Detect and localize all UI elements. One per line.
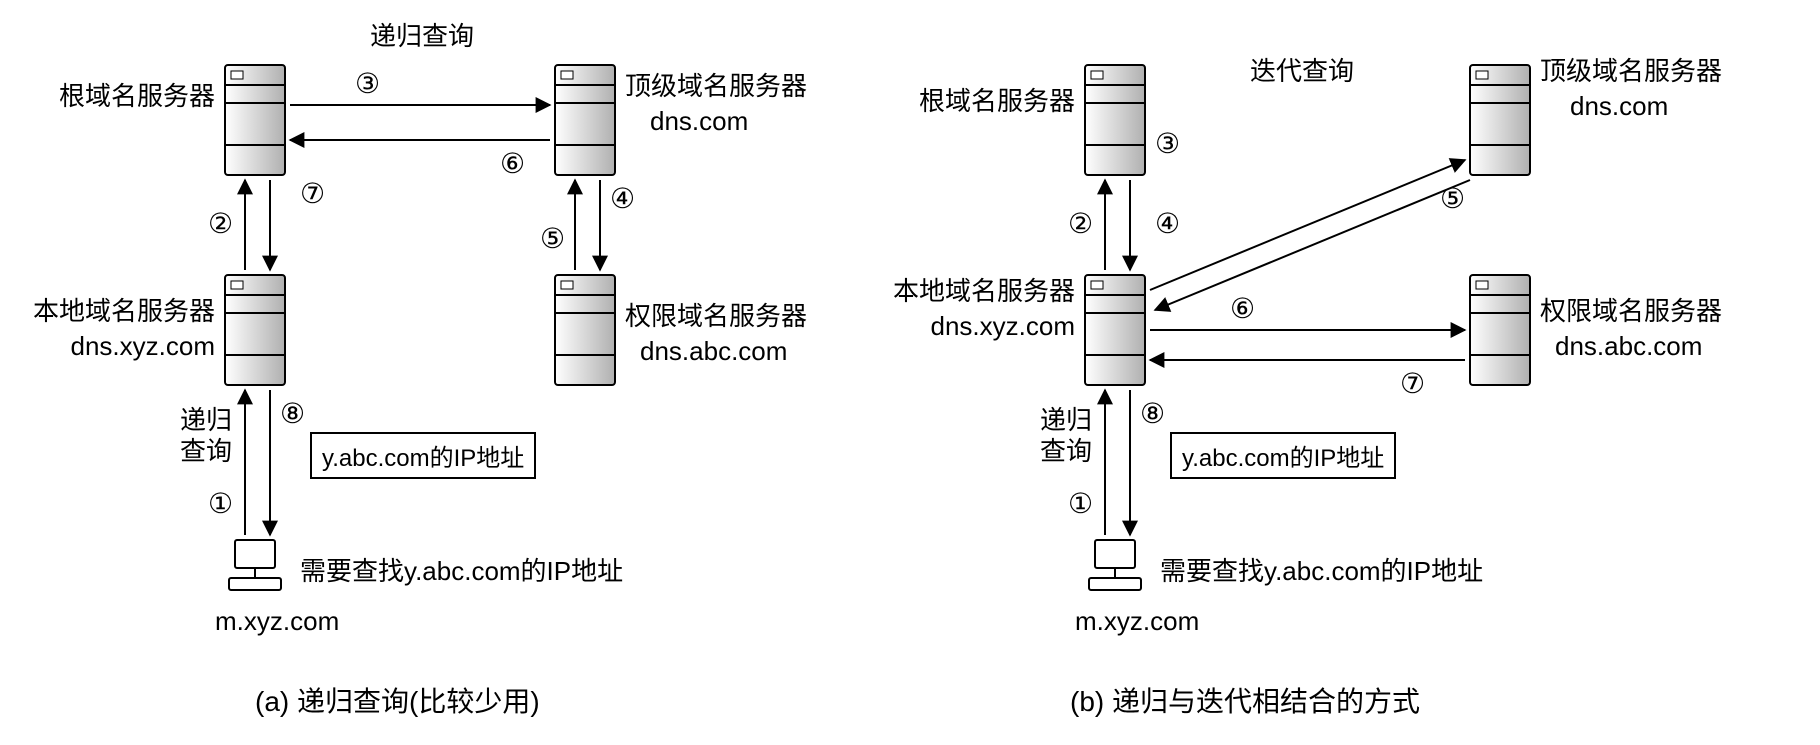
client-pc-b [1089, 540, 1141, 590]
step-a-3: ③ [355, 70, 380, 98]
step-a-6: ⑥ [500, 150, 525, 178]
server-auth-b [1470, 275, 1530, 385]
arrow-b-4 [1150, 160, 1465, 290]
label-auth-a-2: dns.abc.com [640, 335, 787, 369]
title-a: 递归查询 [370, 20, 474, 54]
server-local-a [225, 275, 285, 385]
label-tld-b-1: 顶级域名服务器 [1540, 55, 1722, 89]
step-b-5: ⑤ [1440, 185, 1465, 213]
side-label-b: 递归 查询 [1040, 405, 1092, 467]
step-a-2: ② [208, 210, 233, 238]
label-client-right-a: 需要查找y.abc.com的IP地址 [300, 555, 623, 589]
label-client-below-b: m.xyz.com [1075, 605, 1199, 639]
step-a-1: ① [208, 490, 233, 518]
server-root-b [1085, 65, 1145, 175]
step-a-7: ⑦ [300, 180, 325, 208]
step-a-5: ⑤ [540, 225, 565, 253]
label-local-a-2: dns.xyz.com [71, 330, 216, 364]
label-tld-a-2: dns.com [650, 105, 748, 139]
server-tld-b [1470, 65, 1530, 175]
label-auth-b-1: 权限域名服务器 [1540, 295, 1722, 329]
side-label-a: 递归 查询 [180, 405, 232, 467]
label-tld-a-1: 顶级域名服务器 [625, 70, 807, 104]
diagram-stage: 递归查询 根域名服务器 顶级域名服务器 dns.com 本地域名服务器 dns.… [0, 0, 1820, 745]
label-client-right-b: 需要查找y.abc.com的IP地址 [1160, 555, 1483, 589]
server-tld-a [555, 65, 615, 175]
server-root-a [225, 65, 285, 175]
step-b-1: ① [1068, 490, 1093, 518]
step-b-8: ⑧ [1140, 400, 1165, 428]
client-pc-a [229, 540, 281, 590]
step-b-4: ④ [1155, 210, 1180, 238]
server-auth-a [555, 275, 615, 385]
label-client-below-a: m.xyz.com [215, 605, 339, 639]
label-auth-b-2: dns.abc.com [1555, 330, 1702, 364]
caption-a: (a) 递归查询(比较少用) [255, 680, 540, 720]
step-b-3: ③ [1155, 130, 1180, 158]
label-local-b-2: dns.xyz.com [931, 310, 1076, 344]
step-b-6: ⑥ [1230, 295, 1255, 323]
label-root-a: 根域名服务器 [59, 80, 215, 114]
arrow-b-5 [1155, 180, 1470, 310]
title-b: 迭代查询 [1250, 55, 1354, 89]
label-root-b: 根域名服务器 [919, 85, 1075, 119]
step-a-4: ④ [610, 185, 635, 213]
step-b-2: ② [1068, 210, 1093, 238]
server-local-b [1085, 275, 1145, 385]
label-tld-b-2: dns.com [1570, 90, 1668, 124]
label-local-a-1: 本地域名服务器 [33, 295, 215, 329]
step-b-7: ⑦ [1400, 370, 1425, 398]
caption-b: (b) 递归与迭代相结合的方式 [1070, 680, 1420, 720]
label-auth-a-1: 权限域名服务器 [625, 300, 807, 334]
ip-box-a: y.abc.com的IP地址 [310, 432, 536, 479]
ip-box-b: y.abc.com的IP地址 [1170, 432, 1396, 479]
step-a-8: ⑧ [280, 400, 305, 428]
label-local-b-1: 本地域名服务器 [893, 275, 1075, 309]
